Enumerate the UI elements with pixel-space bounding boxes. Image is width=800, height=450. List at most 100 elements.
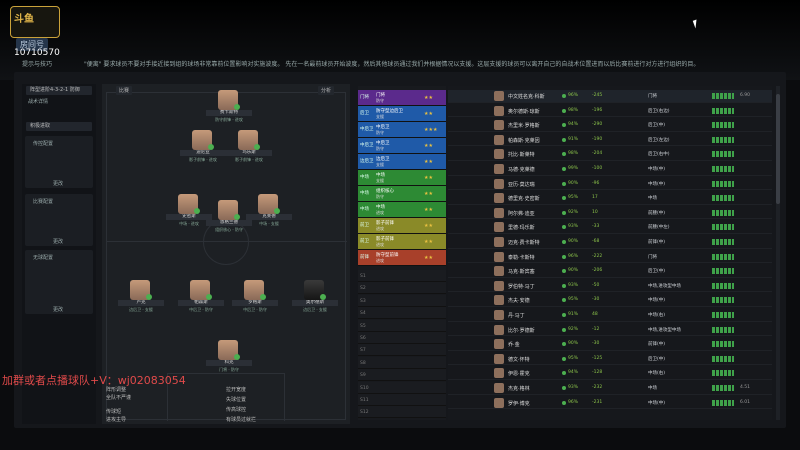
- role-row[interactable]: 前锋 防守型前锋 进攻 ★★: [358, 250, 446, 266]
- pitch-player[interactable]: 费卡斯特 防守前锋 · 进攻: [206, 90, 252, 124]
- slot-label: S9: [360, 373, 366, 379]
- formation-select[interactable]: 阵型进阶4-3-2-1 防御: [26, 86, 92, 95]
- squad-row[interactable]: 阿尔弗·迪亚 92% 10 前腰(中): [448, 207, 772, 220]
- squad-row[interactable]: 丹·马丁 91% 48 中场(右): [448, 309, 772, 322]
- pitch-player[interactable]: 帕森斯 中后卫 · 防守: [178, 280, 224, 314]
- squad-row[interactable]: 奥尔德斯·琼斯 98% -196 后卫(右边): [448, 105, 772, 118]
- pitch-player[interactable]: 卢克 边后卫 · 支援: [118, 280, 164, 314]
- pitch-player[interactable]: 恩格兰德 组织核心 · 防守: [206, 200, 252, 234]
- in-possession-box: 传控配置 更改: [25, 136, 93, 188]
- squad-row[interactable]: 杰克·格林 93% -232 中场 4.51: [448, 382, 772, 395]
- player-positions: 后卫(中): [648, 269, 666, 275]
- squad-row[interactable]: 马德·克莱德 99% -100 中场(中): [448, 163, 772, 176]
- squad-row[interactable]: 中文姓名克·科斯 96% -245 门将 6.90: [448, 90, 772, 103]
- condition: 91%: [568, 312, 579, 317]
- pitch-player[interactable]: 迪尼亚 影子前锋 · 进攻: [180, 130, 226, 164]
- player-positions: 中场: [648, 196, 657, 202]
- scroll-thumb[interactable]: [776, 94, 780, 204]
- role-row[interactable]: 边后卫 边后卫 支援 ★★: [358, 154, 446, 170]
- player-portrait: [494, 178, 504, 189]
- status-badge: [320, 294, 326, 300]
- footer-item[interactable]: 有球员过就拦: [226, 417, 257, 423]
- role-row[interactable]: 前卫 影子前锋 进攻 ★★: [358, 218, 446, 234]
- sub-slot[interactable]: S2: [358, 282, 446, 295]
- footer-item[interactable]: 传高球控: [226, 407, 247, 413]
- squad-row[interactable]: 帕森斯·克莱因 91% -190 后卫(左边): [448, 134, 772, 147]
- sub-slot[interactable]: S6: [358, 332, 446, 344]
- squad-row[interactable]: 伊恩·霍克 94% -128 中场(右): [448, 367, 772, 380]
- pitch-player[interactable]: 史密斯 中场 · 进攻: [166, 194, 212, 228]
- squad-row[interactable]: 杰里米·罗格斯 94% -290 后卫(中): [448, 119, 772, 132]
- sub-slot[interactable]: S7: [358, 344, 446, 357]
- player-portrait: [494, 237, 504, 247]
- sub-slot[interactable]: S3: [358, 294, 446, 307]
- rating-delta: -100: [592, 166, 603, 171]
- squad-row[interactable]: 乔·金 90% -30 前锋(中): [448, 338, 772, 351]
- squad-row[interactable]: 比尔·罗德斯 92% -12 中场,进攻型中场: [448, 324, 772, 337]
- squad-row[interactable]: 托比·斯莱特 98% -204 后卫(右中): [448, 148, 772, 161]
- role-row[interactable]: 后卫 防守型边后卫 支援 ★★: [358, 106, 446, 122]
- sub-slot[interactable]: S11: [358, 394, 446, 406]
- pitch-player[interactable]: 克莱德 中场 · 支援: [246, 194, 292, 228]
- squad-scrollbar[interactable]: [776, 86, 780, 420]
- sub-slot[interactable]: S8: [358, 356, 446, 369]
- role-name: 防守型边后卫: [376, 109, 403, 114]
- squad-row[interactable]: 亚历·莫达瑞 90% -96 中场(中): [448, 178, 772, 191]
- role-row[interactable]: 中后卫 中后卫 防守 ★★★: [358, 122, 446, 138]
- squad-row[interactable]: 德文·怀特 95% -125 后卫(中): [448, 353, 772, 366]
- role-row[interactable]: 中场 组织核心 防守 ★★: [358, 186, 446, 202]
- squad-row[interactable]: 杰夫·安德 95% -30 中场(中): [448, 294, 772, 307]
- attribute-bars: [712, 107, 734, 114]
- footer-item[interactable]: 拉开宽度: [226, 387, 247, 393]
- attribute-bars: [712, 355, 734, 362]
- squad-row[interactable]: 泰勒·卡斯特 96% -222 门将: [448, 251, 772, 264]
- squad-row[interactable]: 罗伯特·马丁 93% -50 中场,进攻型中场: [448, 280, 772, 293]
- pitch-player[interactable]: 玛乐斯 影子前锋 · 进攻: [226, 130, 272, 164]
- average-rating: 6.90: [740, 93, 751, 98]
- role-name: 中后卫: [376, 141, 390, 146]
- sub-slot[interactable]: S10: [358, 381, 446, 394]
- change-button[interactable]: 更改: [53, 239, 64, 245]
- sub-slot[interactable]: S1: [358, 270, 446, 282]
- role-row[interactable]: 前卫 影子前锋 进攻 ★★: [358, 234, 446, 250]
- slot-label: S10: [360, 385, 369, 391]
- pitch-player[interactable]: 罗格斯 中后卫 · 防守: [232, 280, 278, 314]
- player-role: 影子前锋 · 进攻: [189, 157, 217, 162]
- footer-item[interactable]: 失球位置: [226, 397, 247, 403]
- pitch-control[interactable]: 比赛: [116, 86, 133, 95]
- role-row[interactable]: 中后卫 中后卫 防守 ★★: [358, 138, 446, 154]
- player-portrait: [244, 280, 264, 300]
- player-role: 边后卫 · 支援: [303, 307, 327, 312]
- pitch-player[interactable]: 奥尔德斯 边后卫 · 支援: [292, 280, 338, 314]
- player-role: 影子前锋 · 进攻: [235, 157, 263, 162]
- mentality-select[interactable]: 积极进取: [26, 122, 92, 131]
- role-row[interactable]: 中场 中场 支援 ★★: [358, 170, 446, 186]
- status-badge: [146, 294, 152, 300]
- squad-row[interactable]: 迈克·费卡斯特 90% -68 前锋(中): [448, 236, 772, 249]
- pitch-control[interactable]: 分析: [318, 86, 335, 95]
- role-row[interactable]: 中场 中场 进攻 ★★: [358, 202, 446, 218]
- squad-row[interactable]: 德里克·史密斯 95% 17 中场: [448, 192, 772, 205]
- change-button[interactable]: 更改: [53, 181, 64, 187]
- footer-item[interactable]: 进攻主导: [106, 417, 127, 423]
- footer-item[interactable]: 传球短: [106, 409, 122, 415]
- sub-slot[interactable]: S4: [358, 307, 446, 320]
- role-row[interactable]: 门将 门将 防守 ★★: [358, 90, 446, 106]
- squad-row[interactable]: 里德·玛乐斯 93% -33 前腰(中左): [448, 221, 772, 234]
- player-portrait: [494, 280, 504, 291]
- sub-slot[interactable]: S5: [358, 319, 446, 332]
- sub-slot[interactable]: S9: [358, 369, 446, 382]
- player-name: 阿尔弗·迪亚: [508, 210, 535, 217]
- footer-item[interactable]: 全队不严谨: [106, 395, 132, 401]
- pitch-player[interactable]: 科克 门将 · 防守: [206, 340, 252, 374]
- player-portrait: [494, 310, 504, 320]
- change-button[interactable]: 更改: [53, 307, 64, 313]
- rating-delta: -30: [592, 297, 600, 303]
- sub-slot[interactable]: S12: [358, 406, 446, 419]
- player-role: 防守前锋 · 进攻: [215, 117, 243, 122]
- status-dot: [562, 386, 566, 390]
- squad-row[interactable]: 罗伊·博克 96% -231 中场(中) 6.01: [448, 397, 772, 410]
- squad-row[interactable]: 马克·斯宾塞 90% -206 后卫(中): [448, 265, 772, 278]
- footer-item[interactable]: 阵形调整: [106, 387, 127, 393]
- role-rating: ★★: [424, 175, 433, 181]
